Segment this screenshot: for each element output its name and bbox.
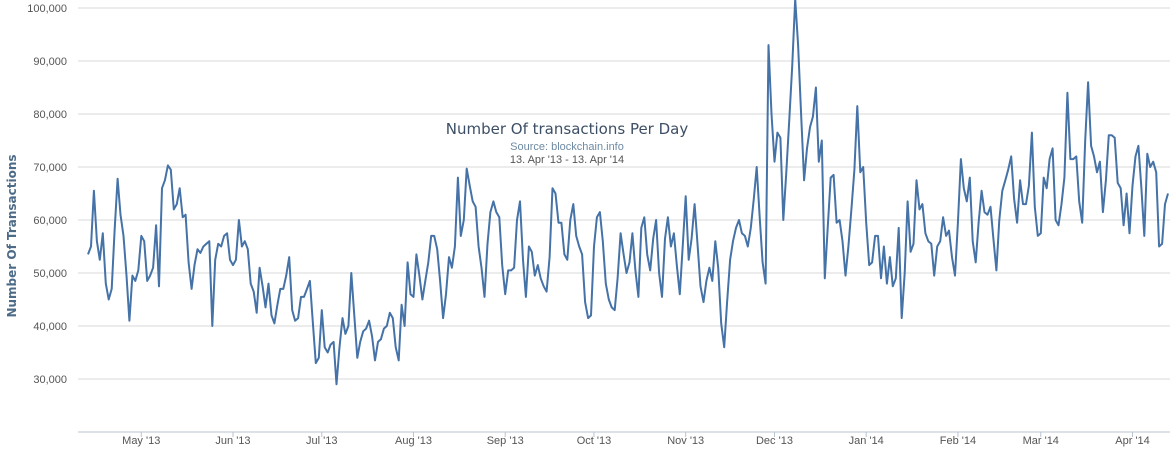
y-tick-label: 100,000 bbox=[27, 3, 67, 15]
y-tick-label: 70,000 bbox=[33, 162, 67, 174]
x-tick-label: Aug '13 bbox=[395, 435, 432, 447]
series-line-transactions bbox=[87, 0, 1169, 386]
chart-subtitle: Source: blockchain.info bbox=[510, 141, 624, 153]
y-tick-label: 50,000 bbox=[33, 268, 67, 280]
x-tick-label: Nov '13 bbox=[667, 435, 704, 447]
x-axis-ticks: May '13 Jun '13 Jul '13 Aug '13 Sep '13 Oct '… bbox=[122, 432, 1150, 447]
date-range-label: 13. Apr '13 - 13. Apr '14 bbox=[510, 154, 624, 166]
x-tick-label: Dec '13 bbox=[756, 435, 793, 447]
grid-lines bbox=[78, 7, 1170, 380]
y-tick-label: 60,000 bbox=[33, 215, 67, 227]
y-tick-label: 30,000 bbox=[33, 374, 67, 386]
chart-title: Number Of transactions Per Day bbox=[446, 120, 689, 138]
y-axis-ticks: 30,000 40,000 50,000 60,000 70,000 80,000 90,0… bbox=[27, 3, 67, 386]
x-tick-label: Apr '14 bbox=[1115, 435, 1150, 447]
y-tick-label: 90,000 bbox=[33, 56, 67, 68]
x-tick-label: Jan '14 bbox=[849, 435, 884, 447]
x-tick-label: Sep '13 bbox=[487, 435, 524, 447]
x-tick-label: Jun '13 bbox=[215, 435, 250, 447]
y-tick-label: 40,000 bbox=[33, 321, 67, 333]
x-tick-label: Jul '13 bbox=[306, 435, 337, 447]
y-tick-label: 80,000 bbox=[33, 109, 67, 121]
x-tick-label: Mar '14 bbox=[1023, 435, 1059, 447]
x-tick-label: Feb '14 bbox=[940, 435, 976, 447]
x-tick-label: May '13 bbox=[122, 435, 160, 447]
x-tick-label: Oct '13 bbox=[577, 435, 612, 447]
y-axis-label: Number Of Transactions bbox=[5, 154, 19, 317]
